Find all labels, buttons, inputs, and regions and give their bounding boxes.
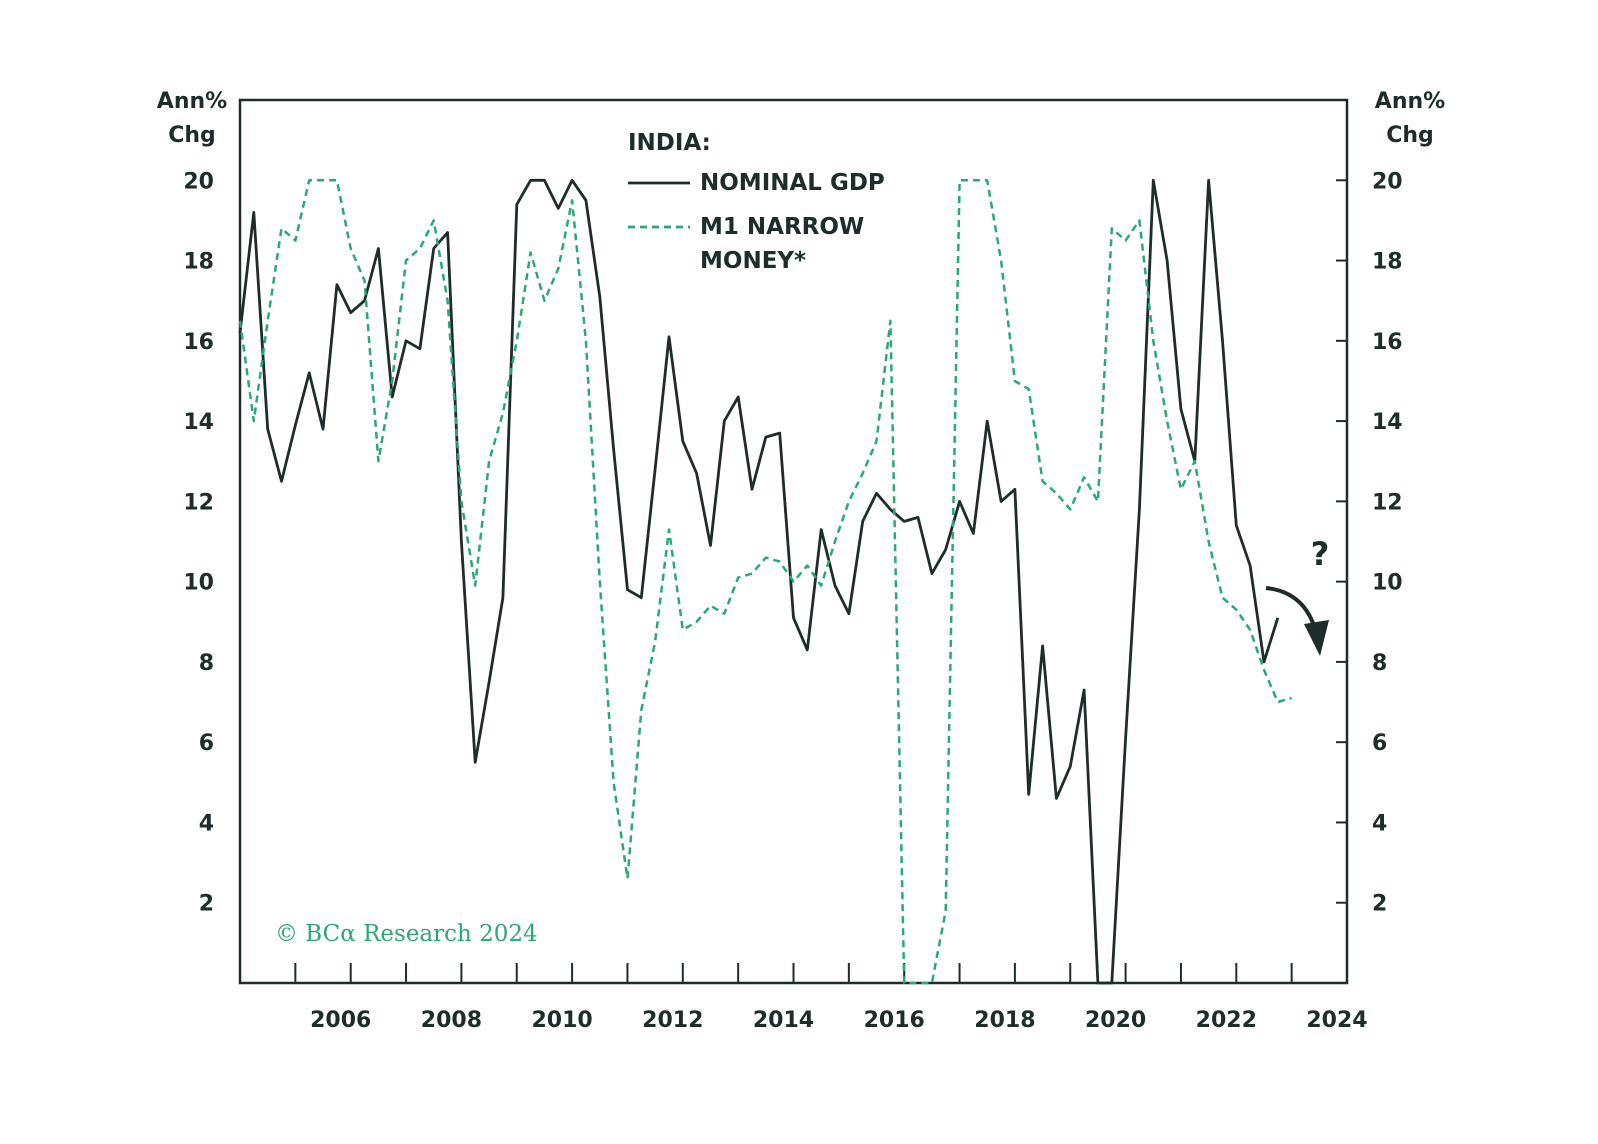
legend-label: NOMINAL GDP: [700, 170, 885, 196]
y-tick-label: 12: [183, 490, 214, 515]
source: © BCα Research 2024: [275, 921, 538, 947]
y2-tick-label: 12: [1372, 490, 1403, 515]
y-tick-label: 10: [183, 571, 214, 596]
legend: INDIA: NOMINAL GDP M1 NARROW MONEY*: [628, 130, 928, 278]
y2-tick-label: 18: [1372, 250, 1403, 275]
annotation: ?: [1311, 535, 1330, 573]
y2-tick-label: 8: [1372, 651, 1387, 676]
x-tick-label: 2022: [1196, 1008, 1257, 1033]
y2-tick-label: 14: [1372, 410, 1403, 435]
y-axis-label: Chg: [168, 123, 216, 148]
y-tick-label: 4: [199, 811, 214, 836]
x-tick-label: 2006: [310, 1008, 371, 1033]
y-tick-label: 18: [183, 250, 214, 275]
x-tick-label: 2012: [642, 1008, 703, 1033]
legend-swatch: [628, 181, 690, 185]
y2-tick-label: 16: [1372, 330, 1403, 355]
y-tick-label: 6: [199, 731, 214, 756]
y-tick-label: 20: [183, 169, 214, 194]
series-line: [238, 179, 1292, 985]
legend-swatch: [628, 225, 690, 229]
legend-label: M1 NARROW MONEY*: [700, 214, 865, 274]
x-tick-label: 2018: [974, 1008, 1035, 1033]
x-tick-label: 2024: [1306, 1008, 1367, 1033]
series-line: [238, 178, 1280, 985]
y-tick-label: 2: [199, 892, 214, 917]
y2-tick-label: 2: [1372, 892, 1387, 917]
x-tick-label: 2016: [864, 1008, 925, 1033]
x-tick-label: 2020: [1085, 1008, 1146, 1033]
arrow-head: [1304, 620, 1329, 656]
x-tick-label: 2014: [753, 1008, 814, 1033]
y2-tick-label: 4: [1372, 811, 1387, 836]
legend-entry: M1 NARROW MONEY*: [628, 210, 928, 278]
x-tick-label: 2010: [531, 1008, 592, 1033]
legend-entry: NOMINAL GDP: [628, 166, 928, 200]
x-tick-label: 2008: [421, 1008, 482, 1033]
y-axis-label: Ann%: [157, 89, 227, 114]
y-tick-label: 8: [199, 651, 214, 676]
y-tick-label: 16: [183, 330, 214, 355]
y2-tick-label: 6: [1372, 731, 1387, 756]
legend-title: INDIA:: [628, 130, 711, 156]
y-tick-label: 14: [183, 410, 214, 435]
y2-tick-label: 10: [1372, 571, 1403, 596]
y2-tick-label: 20: [1372, 169, 1403, 194]
y2-axis-label: Chg: [1386, 123, 1434, 148]
y2-axis-label: Ann%: [1375, 89, 1445, 114]
